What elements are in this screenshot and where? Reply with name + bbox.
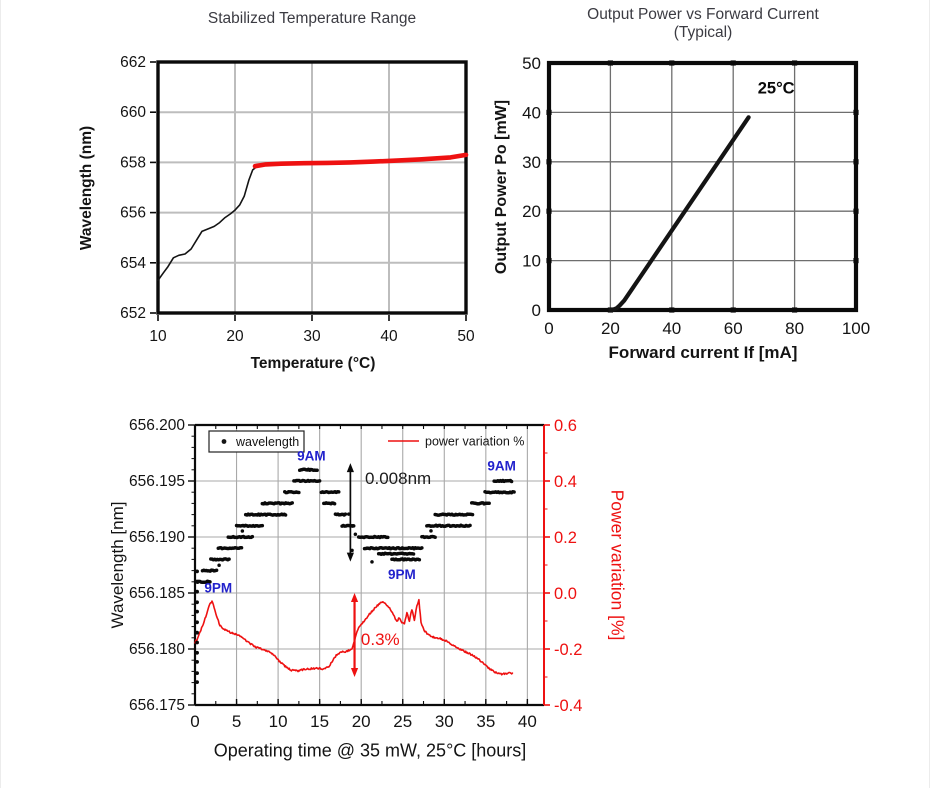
svg-text:662: 662 (120, 54, 146, 71)
svg-text:656.185: 656.185 (129, 585, 185, 602)
svg-text:20: 20 (352, 712, 371, 731)
svg-text:0: 0 (544, 319, 553, 338)
stability-chart-xlabel: Operating time @ 35 mW, 25°C [hours] (213, 740, 527, 761)
svg-text:0.4: 0.4 (554, 473, 577, 491)
svg-text:0.3%: 0.3% (361, 630, 400, 649)
stability-chart-ylabel-left: Wavelength [nm] (108, 501, 127, 629)
svg-text:0: 0 (190, 712, 199, 731)
svg-text:40: 40 (518, 712, 537, 731)
svg-text:50: 50 (522, 54, 541, 73)
svg-text:power variation %: power variation % (425, 435, 524, 449)
svg-text:wavelength: wavelength (235, 435, 299, 449)
temperature-chart-canvas: 10 20 30 40 50 652 654 656 658 660 662 (120, 54, 475, 345)
svg-text:652: 652 (120, 305, 146, 322)
svg-text:0.008nm: 0.008nm (365, 469, 431, 488)
temperature-chart-title: Stabilized Temperature Range (207, 10, 417, 27)
svg-text:50: 50 (457, 328, 475, 345)
svg-text:15: 15 (310, 712, 329, 731)
svg-text:40: 40 (380, 328, 398, 345)
svg-text:656.190: 656.190 (129, 529, 185, 546)
temperature-chart-xlabel: Temperature (°C) (250, 355, 376, 372)
svg-text:30: 30 (303, 328, 321, 345)
svg-text:0: 0 (532, 301, 541, 320)
svg-text:20: 20 (601, 319, 620, 338)
svg-text:656.175: 656.175 (129, 697, 185, 714)
svg-text:656.200: 656.200 (129, 417, 185, 434)
svg-text:-0.4: -0.4 (554, 697, 582, 715)
svg-text:0.6: 0.6 (554, 417, 577, 435)
svg-text:658: 658 (120, 154, 146, 171)
li-curve-chart-xlabel: Forward current If [mA] (608, 343, 798, 362)
svg-text:10: 10 (149, 328, 167, 345)
svg-text:9AM: 9AM (487, 458, 516, 473)
svg-text:654: 654 (120, 255, 146, 272)
stability-chart: 0 5 10 15 20 25 30 35 40 656.175 656.180 656.185 656… (101, 390, 646, 788)
svg-text:10: 10 (522, 252, 541, 271)
stability-chart-ylabel-right: Power variation [%] (607, 489, 628, 641)
svg-text:20: 20 (522, 202, 541, 221)
svg-text:80: 80 (785, 319, 804, 338)
svg-text:656.180: 656.180 (129, 641, 185, 658)
svg-text:25°C: 25°C (758, 80, 795, 98)
svg-text:656.195: 656.195 (129, 473, 185, 490)
svg-text:656: 656 (120, 205, 146, 222)
svg-text:9AM: 9AM (297, 448, 326, 463)
temperature-chart-ylabel: Wavelength (nm) (78, 125, 95, 251)
svg-text:9PM: 9PM (204, 581, 232, 596)
temperature-chart: 10 20 30 40 50 652 654 656 658 660 662 Stabilized … (61, 0, 491, 392)
svg-text:20: 20 (226, 328, 244, 345)
svg-text:40: 40 (662, 319, 681, 338)
svg-text:25: 25 (393, 712, 412, 731)
svg-text:35: 35 (476, 712, 495, 731)
svg-text:10: 10 (269, 712, 288, 731)
svg-text:0.0: 0.0 (554, 585, 577, 603)
li-curve-chart-title: Output Power vs Forward Current (587, 6, 819, 23)
li-curve-chart-canvas: 0 20 40 60 80 100 0 10 20 30 40 50 25°C (522, 54, 870, 338)
li-curve-chart-ylabel: Output Power Po [mW] (493, 99, 510, 275)
svg-text:660: 660 (120, 104, 146, 121)
svg-text:100: 100 (842, 319, 870, 338)
svg-text:60: 60 (724, 319, 743, 338)
svg-text:0.2: 0.2 (554, 529, 577, 547)
svg-text:30: 30 (435, 712, 454, 731)
li-curve-chart: 0 20 40 60 80 100 0 10 20 30 40 50 25°C Output Power… (481, 0, 930, 392)
svg-text:5: 5 (232, 712, 241, 731)
svg-text:40: 40 (522, 103, 541, 122)
svg-text:9PM: 9PM (388, 567, 416, 582)
stability-chart-canvas: 0 5 10 15 20 25 30 35 40 656.175 656.180 656.185 656… (129, 417, 582, 731)
svg-text:30: 30 (522, 153, 541, 172)
svg-text:-0.2: -0.2 (554, 641, 582, 659)
li-curve-chart-subtitle: (Typical) (673, 24, 733, 41)
